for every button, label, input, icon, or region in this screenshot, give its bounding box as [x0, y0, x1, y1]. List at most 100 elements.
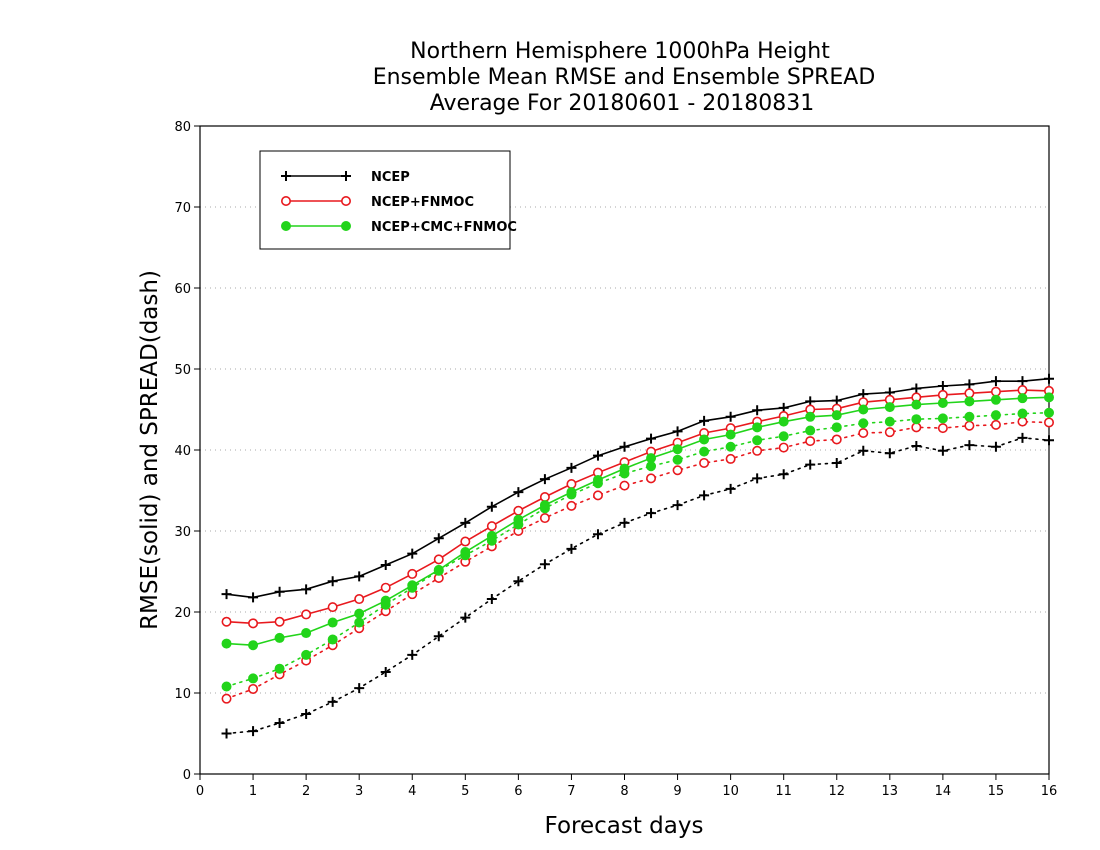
rmse-point-ncep-fnmoc: [964, 388, 975, 399]
x-tick-label: 10: [722, 784, 739, 799]
rmse-point-ncep: [646, 433, 657, 444]
rmse-point-ncep-cmc-fnmoc: [354, 608, 365, 619]
spread-point-ncep-cmc-fnmoc: [858, 418, 869, 429]
spread-point-ncep-cmc-fnmoc: [725, 441, 736, 452]
spread-point-ncep: [937, 445, 948, 456]
spread-point-ncep: [884, 448, 895, 459]
spread-point-ncep: [752, 473, 763, 484]
spread-point-ncep-cmc-fnmoc: [937, 413, 948, 424]
rmse-point-ncep-cmc-fnmoc: [327, 617, 338, 628]
legend-marker-ncep-cmc-fnmoc: [281, 221, 291, 231]
spread-point-ncep-fnmoc: [858, 427, 869, 438]
x-tick-label: 14: [935, 784, 952, 799]
rmse-point-ncep: [486, 501, 497, 512]
rmse-point-ncep-cmc-fnmoc: [805, 411, 816, 422]
rmse-point-ncep: [380, 560, 391, 571]
legend-item-ncep-cmc-fnmoc: NCEP+CMC+FNMOC: [281, 220, 517, 235]
spread-point-ncep-cmc-fnmoc: [354, 617, 365, 628]
rmse-point-ncep-cmc-fnmoc: [248, 640, 259, 651]
x-tick-label: 0: [196, 784, 204, 799]
spread-point-ncep: [1017, 432, 1028, 443]
spread-point-ncep-cmc-fnmoc: [964, 411, 975, 422]
chart-subtitle-period: Average For 20180601 - 20180831: [430, 91, 815, 116]
rmse-point-ncep-cmc-fnmoc: [672, 444, 683, 455]
spread-point-ncep-cmc-fnmoc: [778, 431, 789, 442]
spread-point-ncep: [1044, 435, 1054, 446]
rmse-point-ncep-fnmoc: [407, 568, 418, 579]
spread-line-ncep-cmc-fnmoc: [225, 411, 1050, 688]
y-tick-label: 80: [174, 120, 191, 135]
series-ncep: [221, 373, 1054, 739]
rmse-point-ncep-fnmoc: [937, 389, 948, 400]
rmse-point-ncep-fnmoc: [301, 609, 312, 620]
chart-subtitle: Ensemble Mean RMSE and Ensemble SPREAD: [373, 65, 876, 90]
rmse-point-ncep: [592, 450, 603, 461]
rmse-point-ncep: [539, 474, 550, 485]
spread-point-ncep: [327, 696, 338, 707]
spread-point-ncep-fnmoc: [1017, 416, 1028, 427]
spread-point-ncep-fnmoc: [1044, 417, 1055, 428]
y-tick-label: 60: [174, 282, 191, 297]
rmse-point-ncep: [327, 576, 338, 587]
spread-point-ncep: [646, 508, 657, 519]
x-tick-label: 13: [882, 784, 899, 799]
spread-point-ncep-fnmoc: [911, 422, 922, 433]
rmse-point-ncep: [619, 441, 630, 452]
spread-point-ncep: [248, 726, 259, 737]
rmse-point-ncep: [699, 415, 710, 426]
rmse-point-ncep: [460, 517, 471, 528]
spread-point-ncep-fnmoc: [221, 693, 232, 704]
spread-point-ncep: [460, 612, 471, 623]
chart-title: Northern Hemisphere 1000hPa Height: [410, 39, 830, 64]
rmse-point-ncep-cmc-fnmoc: [619, 463, 630, 474]
rmse-point-ncep-cmc-fnmoc: [911, 399, 922, 410]
rmse-point-ncep: [725, 411, 736, 422]
rmse-point-ncep-fnmoc: [539, 491, 550, 502]
spread-point-ncep-cmc-fnmoc: [911, 414, 922, 425]
spread-point-ncep-cmc-fnmoc: [221, 681, 232, 692]
rmse-point-ncep: [1044, 373, 1054, 384]
spread-point-ncep: [858, 445, 869, 456]
spread-point-ncep-fnmoc: [884, 427, 895, 438]
rmse-point-ncep-fnmoc: [990, 386, 1001, 397]
legend-item-ncep-fnmoc: NCEP+FNMOC: [280, 195, 474, 210]
rmse-point-ncep-fnmoc: [380, 582, 391, 593]
rmse-point-ncep-fnmoc: [221, 616, 232, 627]
x-tick-label: 3: [355, 784, 363, 799]
rmse-point-ncep-cmc-fnmoc: [1017, 393, 1028, 404]
spread-point-ncep: [539, 559, 550, 570]
spread-point-ncep: [301, 709, 312, 720]
rmse-point-ncep: [672, 426, 683, 437]
rmse-point-ncep: [990, 376, 1001, 387]
spread-point-ncep: [274, 717, 285, 728]
x-axis-label: Forecast days: [545, 813, 704, 839]
spread-point-ncep-fnmoc: [592, 490, 603, 501]
y-axis-label: RMSE(solid) and SPREAD(dash): [137, 270, 163, 630]
rmse-point-ncep-fnmoc: [248, 618, 259, 629]
spread-point-ncep-cmc-fnmoc: [831, 422, 842, 433]
spread-point-ncep-fnmoc: [539, 513, 550, 524]
rmse-point-ncep-fnmoc: [486, 521, 497, 532]
rmse-point-ncep-cmc-fnmoc: [699, 434, 710, 445]
legend-label-ncep-fnmoc: NCEP+FNMOC: [371, 195, 474, 210]
spread-point-ncep-cmc-fnmoc: [1017, 408, 1028, 419]
spread-point-ncep: [407, 649, 418, 660]
spread-point-ncep-fnmoc: [566, 500, 577, 511]
spread-point-ncep-cmc-fnmoc: [805, 425, 816, 436]
rmse-point-ncep: [301, 584, 312, 595]
series-group: [221, 373, 1055, 739]
rmse-point-ncep-cmc-fnmoc: [752, 422, 763, 433]
x-tick-label: 9: [673, 784, 681, 799]
rmse-point-ncep-cmc-fnmoc: [858, 404, 869, 415]
spread-point-ncep-cmc-fnmoc: [990, 410, 1001, 421]
spread-point-ncep: [672, 500, 683, 511]
spread-point-ncep: [566, 543, 577, 554]
spread-point-ncep-fnmoc: [646, 473, 657, 484]
rmse-point-ncep-cmc-fnmoc: [937, 398, 948, 409]
spread-point-ncep: [725, 483, 736, 494]
legend-marker-ncep: [341, 171, 351, 181]
rmse-point-ncep-cmc-fnmoc: [884, 402, 895, 413]
series-ncep-fnmoc: [221, 385, 1055, 704]
rmse-point-ncep-fnmoc: [354, 594, 365, 605]
rmse-point-ncep: [433, 533, 444, 544]
